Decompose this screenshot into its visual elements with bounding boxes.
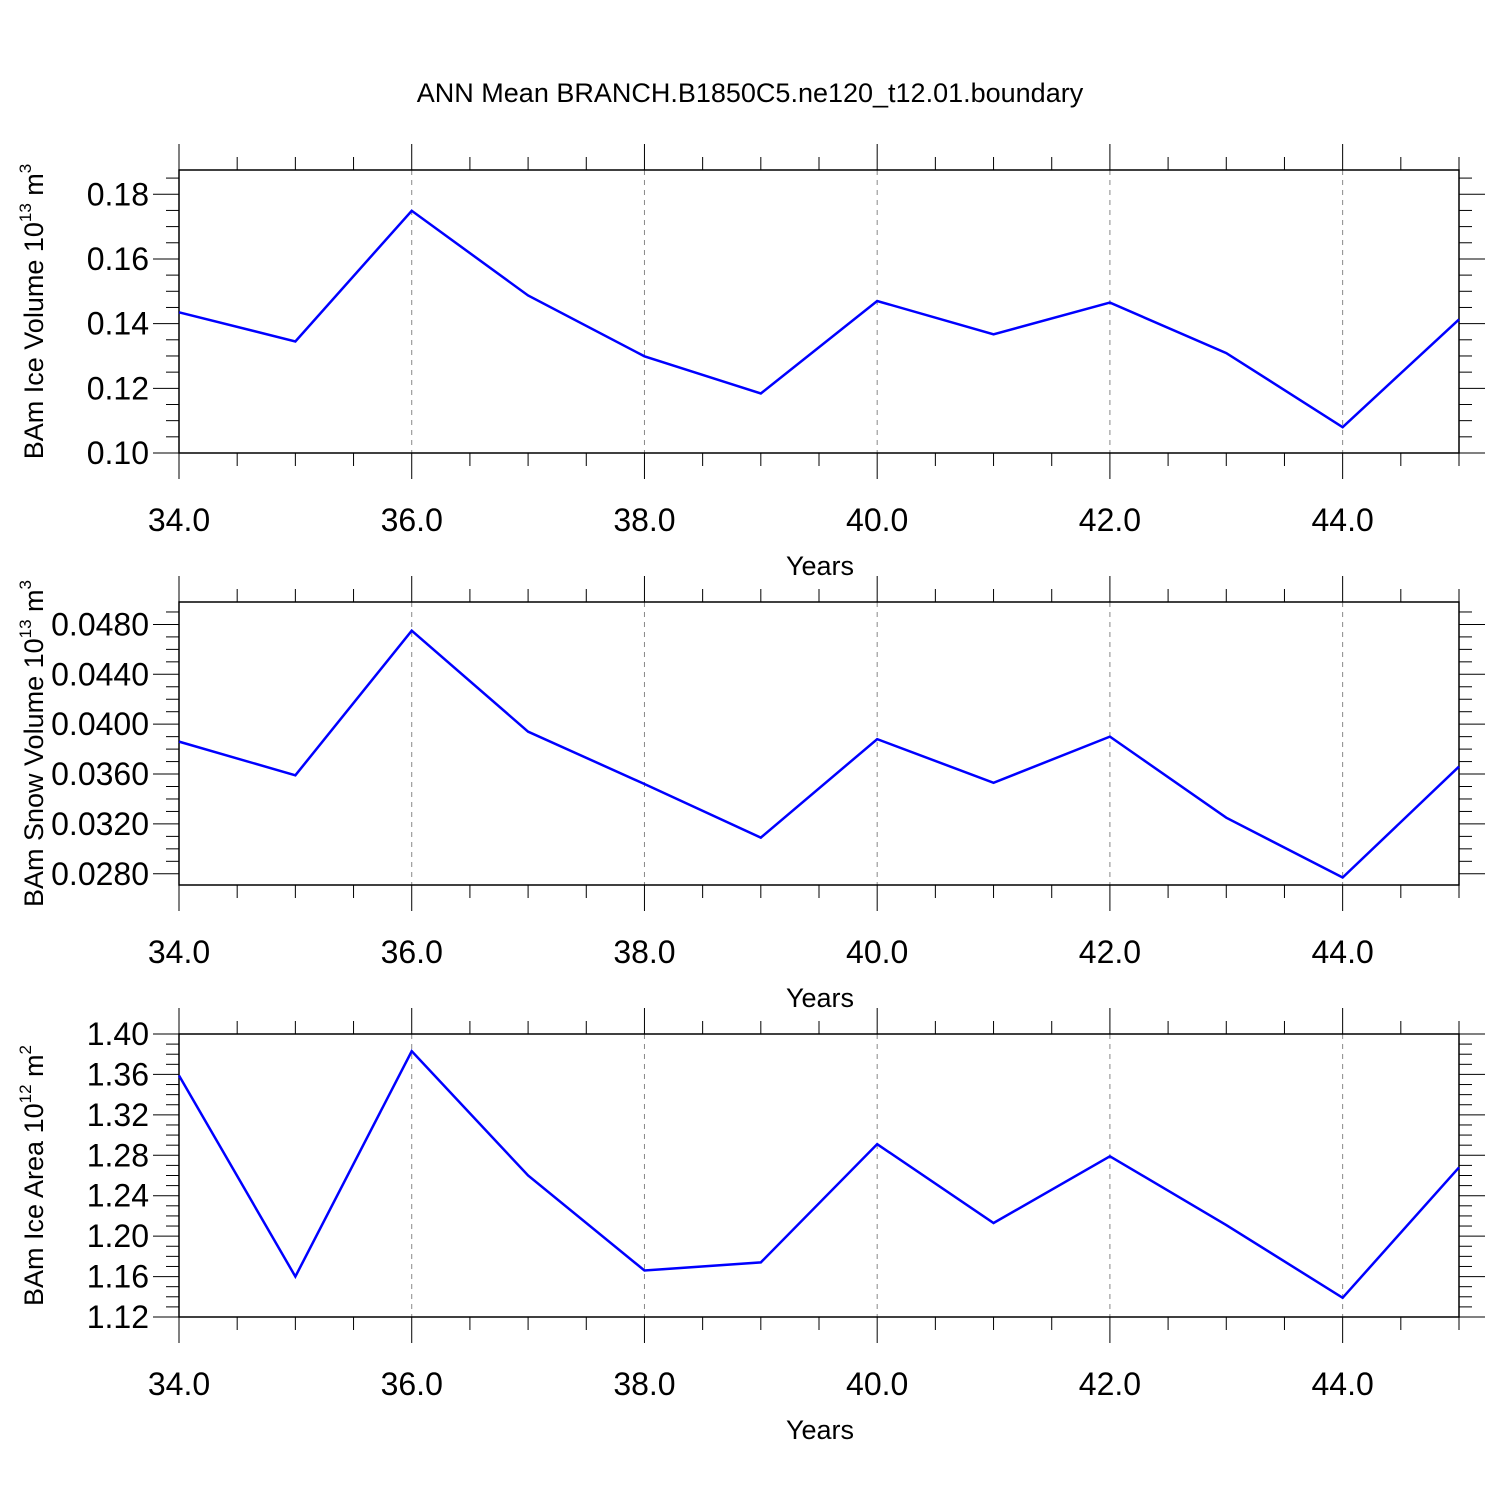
y-axis-title: BAm Ice Volume 1013 m3 xyxy=(16,164,49,460)
y-tick-label: 1.20 xyxy=(87,1218,149,1254)
page-title: ANN Mean BRANCH.B1850C5.ne120_t12.01.bou… xyxy=(416,78,1084,108)
y-axis-title-text: BAm Snow Volume 10 xyxy=(19,638,49,907)
x-tick-label: 38.0 xyxy=(613,934,675,970)
y-tick-label: 0.12 xyxy=(87,370,149,406)
series-line xyxy=(178,209,1460,429)
y-axis-title-text: m xyxy=(19,589,49,619)
x-tick-label: 34.0 xyxy=(148,502,210,538)
y-tick-label: 0.0320 xyxy=(51,806,149,842)
x-tick-label: 44.0 xyxy=(1311,502,1373,538)
y-tick-label: 0.14 xyxy=(87,306,149,342)
y-axis-title-exponent: 3 xyxy=(16,580,35,589)
chart-panel-2: 34.0 36.0 38.0 40.0 42.0 44.0 0.0280 0.0320 0.03… xyxy=(16,576,1485,1013)
y-axis-title-exponent: 13 xyxy=(16,619,35,638)
chart-panel-1: 34.0 36.0 38.0 40.0 42.0 44.0 0.10 0.12 0.14 0.16… xyxy=(16,144,1485,581)
chart-panel-3: 34.0 36.0 38.0 40.0 42.0 44.0 1.12 1.16 1.20 1.24… xyxy=(16,1008,1485,1445)
series-line xyxy=(177,1049,1460,1300)
y-tick-label: 1.32 xyxy=(87,1097,149,1133)
x-tick-label: 40.0 xyxy=(846,1366,908,1402)
y-axis-title-exponent: 2 xyxy=(16,1045,35,1054)
y-tick-label: 0.10 xyxy=(87,435,149,471)
y-tick-label: 1.24 xyxy=(87,1178,149,1214)
y-tick-label: 0.0480 xyxy=(51,606,149,642)
x-tick-label: 36.0 xyxy=(381,1366,443,1402)
y-axis-title-text: BAm Ice Area 10 xyxy=(19,1103,49,1306)
y-axis-title-exponent: 12 xyxy=(16,1084,35,1103)
y-tick-label: 1.40 xyxy=(87,1016,149,1052)
x-tick-label: 42.0 xyxy=(1079,502,1141,538)
plot-frame xyxy=(178,601,1460,886)
y-tick-label: 1.36 xyxy=(87,1056,149,1092)
x-tick-label: 42.0 xyxy=(1079,934,1141,970)
x-axis-title: Years xyxy=(786,983,854,1013)
y-tick-label: 0.0360 xyxy=(51,756,149,792)
y-tick-label: 0.18 xyxy=(87,176,149,212)
x-tick-label: 38.0 xyxy=(613,1366,675,1402)
x-axis-title: Years xyxy=(786,551,854,581)
x-axis-title: Years xyxy=(786,1415,854,1445)
x-tick-label: 36.0 xyxy=(381,934,443,970)
x-tick-label: 40.0 xyxy=(846,934,908,970)
y-axis-title-text: m xyxy=(19,1054,49,1084)
y-axis-title-exponent: 13 xyxy=(16,203,35,222)
x-tick-label: 34.0 xyxy=(148,1366,210,1402)
y-axis-title-text: m xyxy=(19,173,49,203)
x-tick-label: 44.0 xyxy=(1311,934,1373,970)
x-tick-label: 44.0 xyxy=(1311,1366,1373,1402)
y-axis-title-exponent: 3 xyxy=(16,164,35,173)
y-axis-title: BAm Snow Volume 1013 m3 xyxy=(16,580,49,907)
plot-frame xyxy=(178,169,1460,454)
y-axis-title-text: BAm Ice Volume 10 xyxy=(19,222,49,459)
x-tick-label: 42.0 xyxy=(1079,1366,1141,1402)
y-tick-label: 0.0440 xyxy=(51,656,149,692)
x-tick-label: 36.0 xyxy=(381,502,443,538)
y-tick-label: 0.16 xyxy=(87,241,149,277)
plot-frame xyxy=(178,1033,1460,1318)
y-tick-label: 1.16 xyxy=(87,1259,149,1295)
series-line xyxy=(178,628,1460,880)
y-tick-label: 1.12 xyxy=(87,1299,149,1335)
y-axis-title: BAm Ice Area 1012 m2 xyxy=(16,1045,49,1306)
x-tick-label: 38.0 xyxy=(613,502,675,538)
x-tick-label: 40.0 xyxy=(846,502,908,538)
x-tick-label: 34.0 xyxy=(148,934,210,970)
y-tick-label: 0.0400 xyxy=(51,706,149,742)
y-tick-label: 0.0280 xyxy=(51,856,149,892)
y-tick-label: 1.28 xyxy=(87,1137,149,1173)
